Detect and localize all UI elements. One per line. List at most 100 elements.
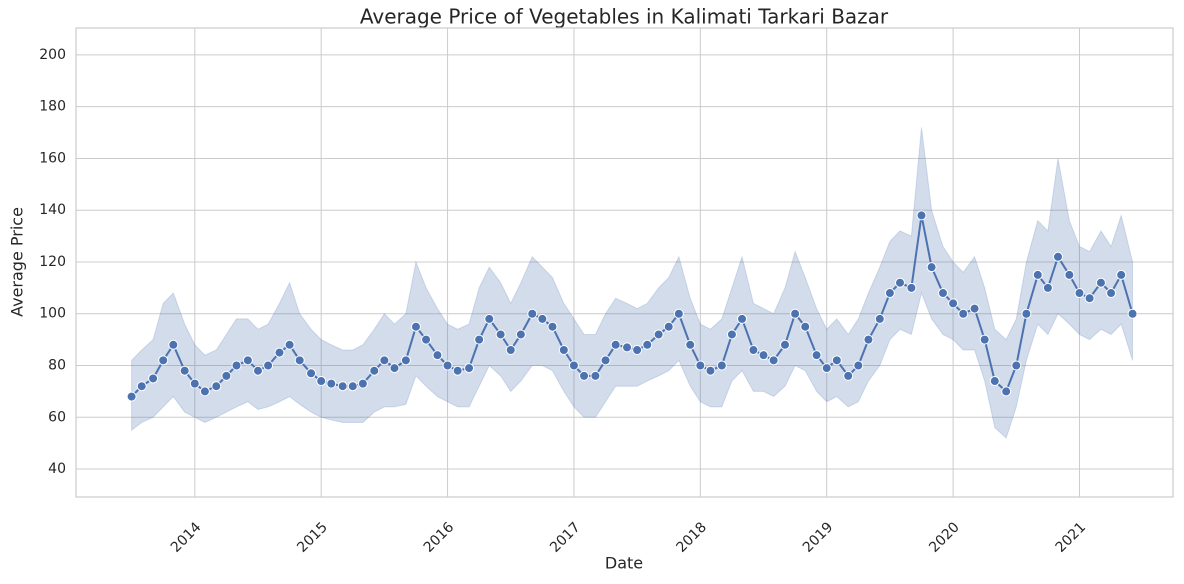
data-point <box>1095 277 1106 288</box>
data-point <box>1021 308 1032 319</box>
data-point <box>452 365 463 376</box>
data-point <box>884 288 895 299</box>
data-point <box>948 298 959 309</box>
data-point <box>748 344 759 355</box>
data-point <box>400 355 411 366</box>
x-tick-label: 2016 <box>421 519 458 556</box>
data-point <box>716 360 727 371</box>
data-point <box>979 334 990 345</box>
data-point <box>780 339 791 350</box>
data-point <box>410 321 421 332</box>
data-point <box>853 360 864 371</box>
data-point <box>527 308 538 319</box>
data-point <box>1052 251 1063 262</box>
data-point <box>831 355 842 366</box>
data-point <box>673 308 684 319</box>
data-point <box>284 339 295 350</box>
data-point <box>484 313 495 324</box>
data-point <box>379 355 390 366</box>
y-tick-label: 200 <box>39 47 66 63</box>
x-tick-label: 2014 <box>168 519 205 556</box>
data-point <box>337 381 348 392</box>
data-point <box>790 308 801 319</box>
data-point <box>505 344 516 355</box>
x-tick-label: 2018 <box>673 519 710 556</box>
data-point <box>863 334 874 345</box>
data-point <box>895 277 906 288</box>
data-point <box>495 329 506 340</box>
data-point <box>843 370 854 381</box>
data-point <box>558 344 569 355</box>
data-point <box>389 363 400 374</box>
data-point <box>579 370 590 381</box>
data-point <box>231 360 242 371</box>
data-point <box>347 381 358 392</box>
data-point <box>653 329 664 340</box>
data-point <box>474 334 485 345</box>
chart-title: Average Price of Vegetables in Kalimati … <box>360 5 889 29</box>
data-point <box>369 365 380 376</box>
data-point <box>421 334 432 345</box>
data-point <box>537 313 548 324</box>
data-point <box>442 360 453 371</box>
data-point <box>989 376 1000 387</box>
data-point <box>821 363 832 374</box>
data-point <box>1106 288 1117 299</box>
data-point <box>568 360 579 371</box>
data-point <box>1064 269 1075 280</box>
data-point <box>252 365 263 376</box>
data-point <box>179 365 190 376</box>
data-point <box>800 321 811 332</box>
y-axis-label: Average Price <box>8 207 27 317</box>
data-point <box>274 347 285 358</box>
data-point <box>969 303 980 314</box>
data-point <box>242 355 253 366</box>
data-point <box>705 365 716 376</box>
data-point <box>1084 293 1095 304</box>
data-point <box>464 363 475 374</box>
confidence-band <box>131 127 1134 439</box>
y-tick-label: 80 <box>48 358 66 374</box>
data-point <box>158 355 169 366</box>
data-point <box>610 339 621 350</box>
y-tick-label: 140 <box>39 202 66 218</box>
data-point <box>148 373 159 384</box>
data-point <box>189 378 200 389</box>
data-point <box>695 360 706 371</box>
y-tick-label: 40 <box>48 461 66 477</box>
data-point <box>326 378 337 389</box>
data-point <box>590 370 601 381</box>
data-point <box>1032 269 1043 280</box>
x-tick-label: 2015 <box>294 519 331 556</box>
x-tick-label: 2021 <box>1053 519 1090 556</box>
data-point <box>937 288 948 299</box>
data-point <box>768 355 779 366</box>
data-point <box>1127 308 1138 319</box>
data-point <box>1116 269 1127 280</box>
data-point <box>663 321 674 332</box>
data-point <box>306 368 317 379</box>
data-point <box>263 360 274 371</box>
data-point <box>515 329 526 340</box>
y-tick-label: 160 <box>39 150 66 166</box>
x-axis-label: Date <box>605 554 643 573</box>
data-point <box>874 313 885 324</box>
data-point <box>199 386 210 397</box>
x-tick-label: 2019 <box>800 519 837 556</box>
data-point <box>1074 288 1085 299</box>
data-point <box>357 378 368 389</box>
data-point <box>126 391 137 402</box>
y-tick-label: 100 <box>39 306 66 322</box>
x-tick-label: 2020 <box>926 519 963 556</box>
data-point <box>547 321 558 332</box>
data-point <box>685 339 696 350</box>
data-point <box>926 262 937 273</box>
data-point <box>758 350 769 361</box>
data-point <box>136 381 147 392</box>
x-tick-label: 2017 <box>547 519 584 556</box>
data-point <box>642 339 653 350</box>
data-point <box>221 370 232 381</box>
data-point <box>1001 386 1012 397</box>
data-point <box>211 381 222 392</box>
